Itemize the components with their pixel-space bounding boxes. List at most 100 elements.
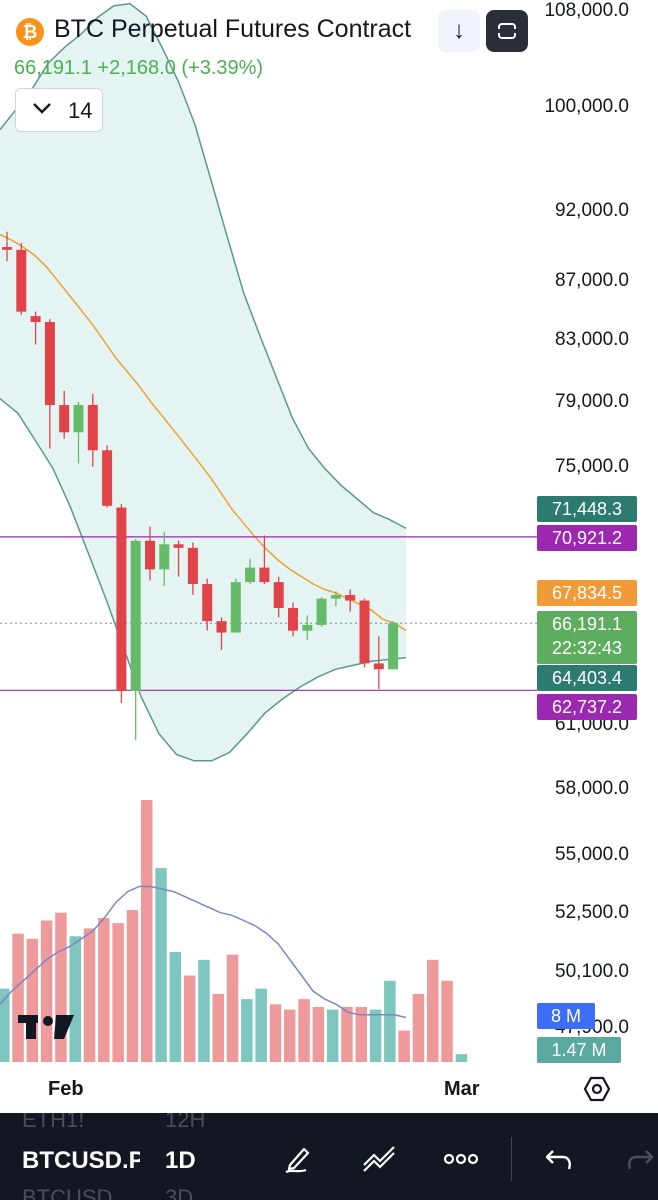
volume-bar xyxy=(226,954,239,1062)
pencil-icon[interactable] xyxy=(282,1141,316,1175)
volume-bar xyxy=(255,988,267,1062)
toolbar-separator xyxy=(511,1137,512,1181)
volume-bar xyxy=(341,1006,353,1062)
timeframe-selector[interactable]: 1D xyxy=(165,1147,196,1174)
volume-bar xyxy=(141,800,153,1062)
volume-bar xyxy=(26,938,39,1062)
level-high-tag: 70,921.2 xyxy=(537,525,637,551)
price-axis-label: 50,100.0 xyxy=(555,960,629,982)
volume-ma-tag: 8 M xyxy=(537,1003,595,1029)
tradingview-logo-icon xyxy=(18,1015,74,1039)
redo-icon[interactable] xyxy=(622,1141,656,1175)
volume-bar xyxy=(155,868,167,1062)
volume-bar xyxy=(284,1009,296,1062)
volume-bar xyxy=(169,951,182,1062)
volume-bar xyxy=(183,975,196,1062)
candle-body xyxy=(16,249,27,312)
price-axis-label: 79,000.0 xyxy=(555,390,629,412)
volume-bar xyxy=(398,1030,410,1062)
volume-bar xyxy=(55,912,67,1062)
indicator-collapse-button[interactable]: 14 xyxy=(15,88,103,132)
volume-group xyxy=(0,800,468,1062)
price-axis-label: 75,000.0 xyxy=(555,455,629,477)
price-axis-label: 55,000.0 xyxy=(555,844,629,866)
volume-bar xyxy=(269,1004,282,1062)
candle-body xyxy=(359,600,370,664)
price-axis-label: 87,000.0 xyxy=(555,270,629,292)
price-axis-label: 100,000.0 xyxy=(544,95,629,117)
candle-body xyxy=(316,598,327,625)
volume-bar xyxy=(12,933,24,1062)
volume-bar xyxy=(98,917,110,1062)
candle-body xyxy=(187,547,198,584)
candle-body xyxy=(302,624,313,631)
bb-upper-tag: 71,448.3 xyxy=(537,496,637,522)
volume-bar xyxy=(326,1009,339,1062)
more-icon[interactable] xyxy=(442,1141,480,1175)
download-arrow-icon[interactable]: ↓ xyxy=(438,10,480,52)
volume-bar xyxy=(69,936,81,1062)
candle-body xyxy=(216,621,227,633)
candle-body xyxy=(245,567,256,583)
settings-hexagon-icon[interactable] xyxy=(583,1075,611,1103)
bollinger-lower-line xyxy=(0,398,407,762)
candle-body xyxy=(30,316,41,323)
volume-bar xyxy=(412,993,425,1062)
chart-canvas[interactable] xyxy=(0,0,658,1113)
candle-body xyxy=(130,540,141,692)
volume-bar xyxy=(369,1009,382,1062)
volume-bar xyxy=(427,959,439,1062)
chart-header: ₿ BTC Perpetual Futures Contract ↓ 66,19… xyxy=(0,0,658,140)
candle-body xyxy=(259,567,270,583)
candle-body xyxy=(173,544,184,548)
candle-body xyxy=(330,595,341,599)
undo-icon[interactable] xyxy=(543,1141,577,1175)
candle-body xyxy=(73,404,84,433)
bottom-toolbar: ETH1! 12H BTCUSD.P 1D BTCUSD 3D xyxy=(0,1113,658,1200)
volume-bar xyxy=(455,1054,468,1062)
indicator-count: 14 xyxy=(68,98,93,123)
ghost-tf-above: 12H xyxy=(165,1113,206,1132)
candle-body xyxy=(44,322,55,405)
price-axis-label: 58,000.0 xyxy=(555,777,629,799)
trendline-icon[interactable] xyxy=(360,1141,400,1175)
ghost-symbol-above: ETH1! xyxy=(22,1113,85,1132)
level-low-tag: 62,737.2 xyxy=(537,694,637,720)
candle-body xyxy=(2,247,12,250)
bollinger-upper-line xyxy=(0,2,407,530)
bitcoin-logo-icon: ₿ xyxy=(16,18,44,46)
bb-lower-tag: 64,403.4 xyxy=(537,665,637,691)
candle-body xyxy=(102,450,113,506)
price-quote: 66,191.1 +2,168.0 (+3.39%) xyxy=(14,57,263,80)
time-axis-label-mar: Mar xyxy=(444,1078,480,1100)
ghost-symbol-below: BTCUSD xyxy=(22,1185,113,1200)
volume-bar xyxy=(112,923,124,1062)
last-price-tag-value: 66,191.1 xyxy=(551,614,623,634)
candle-body xyxy=(230,582,241,633)
countdown-timer: 22:32:43 xyxy=(551,638,623,658)
symbol-title[interactable]: BTC Perpetual Futures Contract xyxy=(54,15,412,43)
candle-body xyxy=(145,540,155,570)
volume-bar xyxy=(198,959,210,1062)
volume-bar xyxy=(355,1006,367,1062)
ghost-tf-below: 3D xyxy=(165,1185,194,1200)
candle-body xyxy=(59,404,70,433)
candle-body xyxy=(202,583,213,622)
symbol-selector[interactable]: BTCUSD.P xyxy=(22,1147,140,1174)
volume-tag: 1.47 M xyxy=(537,1037,621,1063)
price-axis-label: 92,000.0 xyxy=(555,200,629,222)
bollinger-basis-line xyxy=(0,233,407,632)
candle-body xyxy=(116,507,127,692)
price-axis-label: 108,000.0 xyxy=(544,0,629,21)
candles-group xyxy=(2,231,399,740)
price-axis-label: 83,000.0 xyxy=(555,329,629,350)
volume-bar xyxy=(384,980,396,1062)
volume-bar xyxy=(83,928,96,1062)
fullscreen-icon[interactable] xyxy=(486,10,528,52)
time-axis-label-feb: Feb xyxy=(48,1078,84,1100)
candle-body xyxy=(373,663,384,670)
chevron-down-icon xyxy=(33,103,51,114)
candle-body xyxy=(159,544,170,570)
volume-ma-line xyxy=(0,885,407,1019)
volume-bar xyxy=(40,920,53,1062)
